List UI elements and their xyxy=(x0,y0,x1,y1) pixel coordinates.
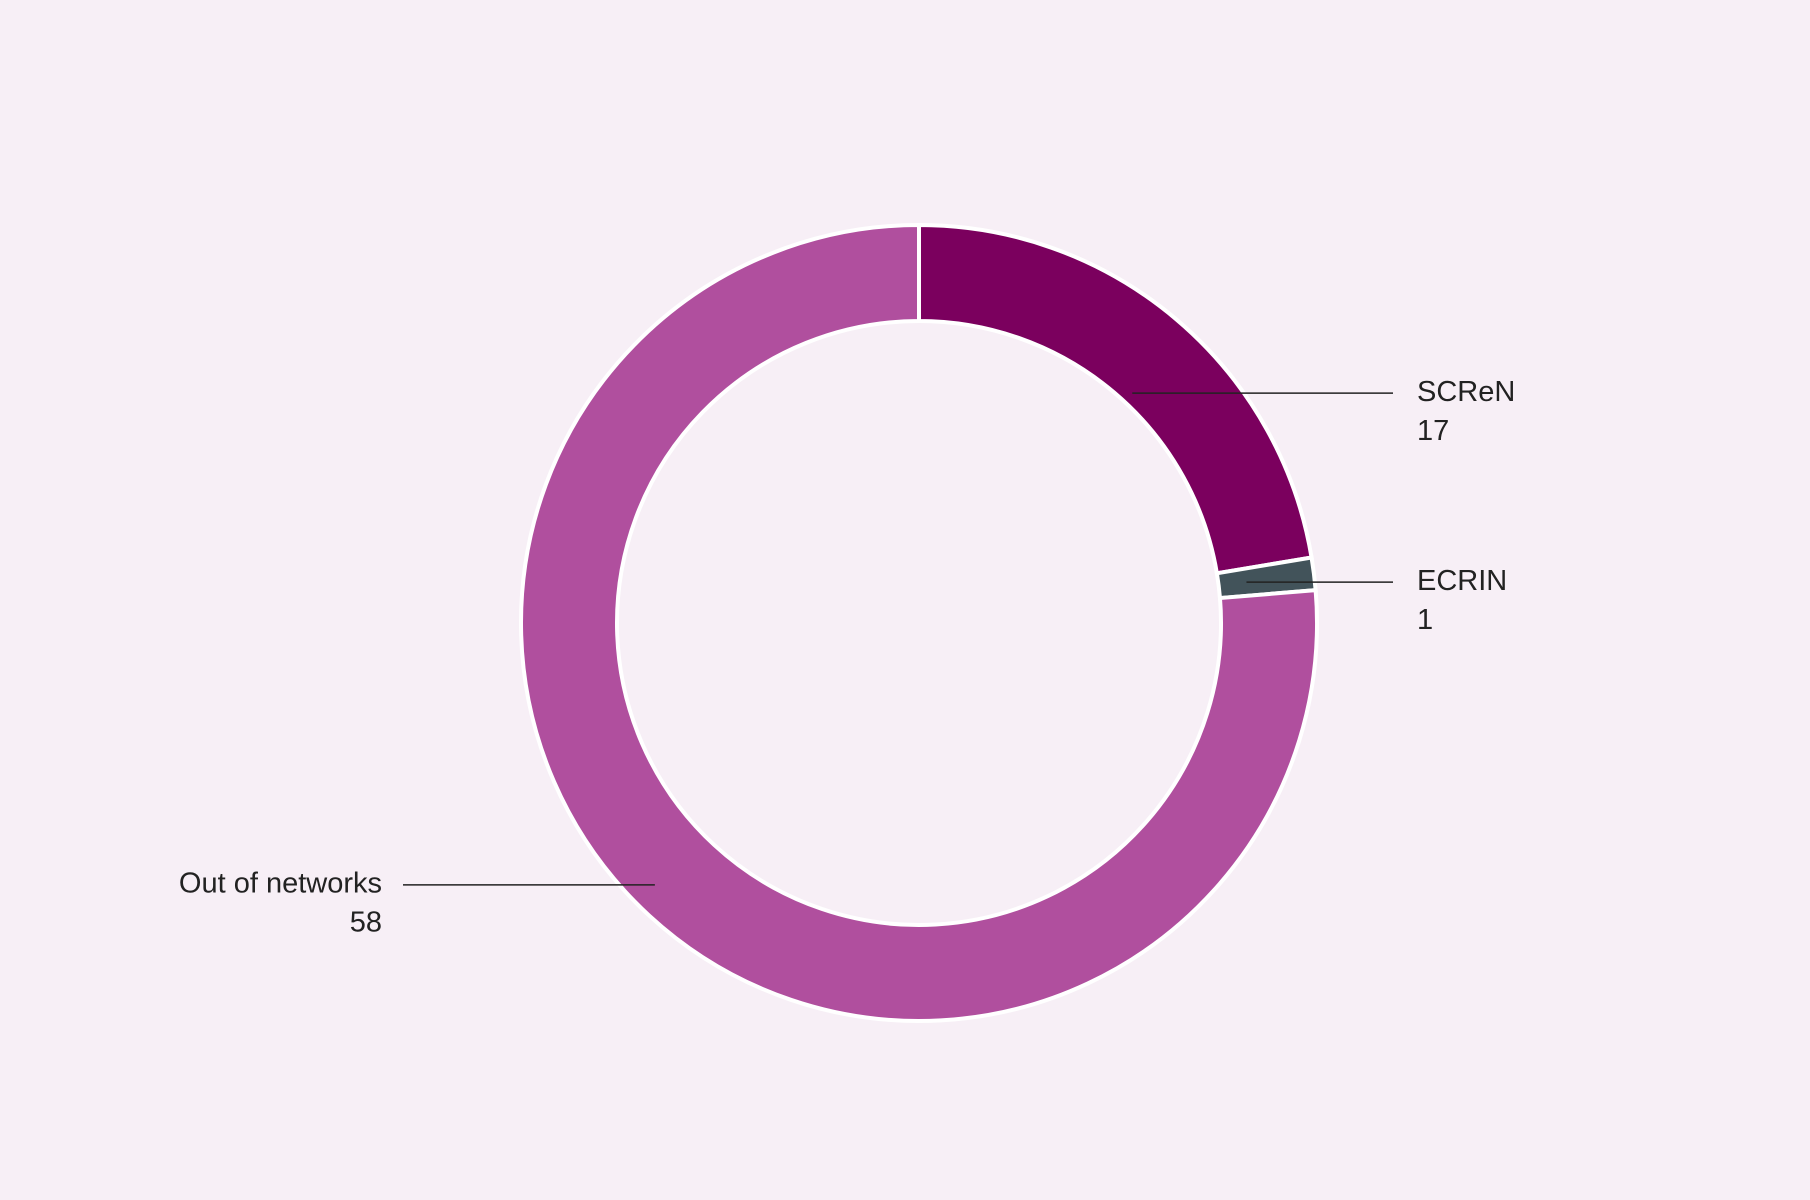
slice xyxy=(917,222,1314,576)
slice-label: Out of networks xyxy=(179,868,382,900)
slice-value: 1 xyxy=(1417,604,1433,636)
slice-value: 17 xyxy=(1417,415,1449,447)
slice-label: ECRIN xyxy=(1417,565,1507,597)
slice-value: 58 xyxy=(350,907,382,939)
slice-label: SCReN xyxy=(1417,376,1515,408)
slice xyxy=(519,222,1319,1023)
